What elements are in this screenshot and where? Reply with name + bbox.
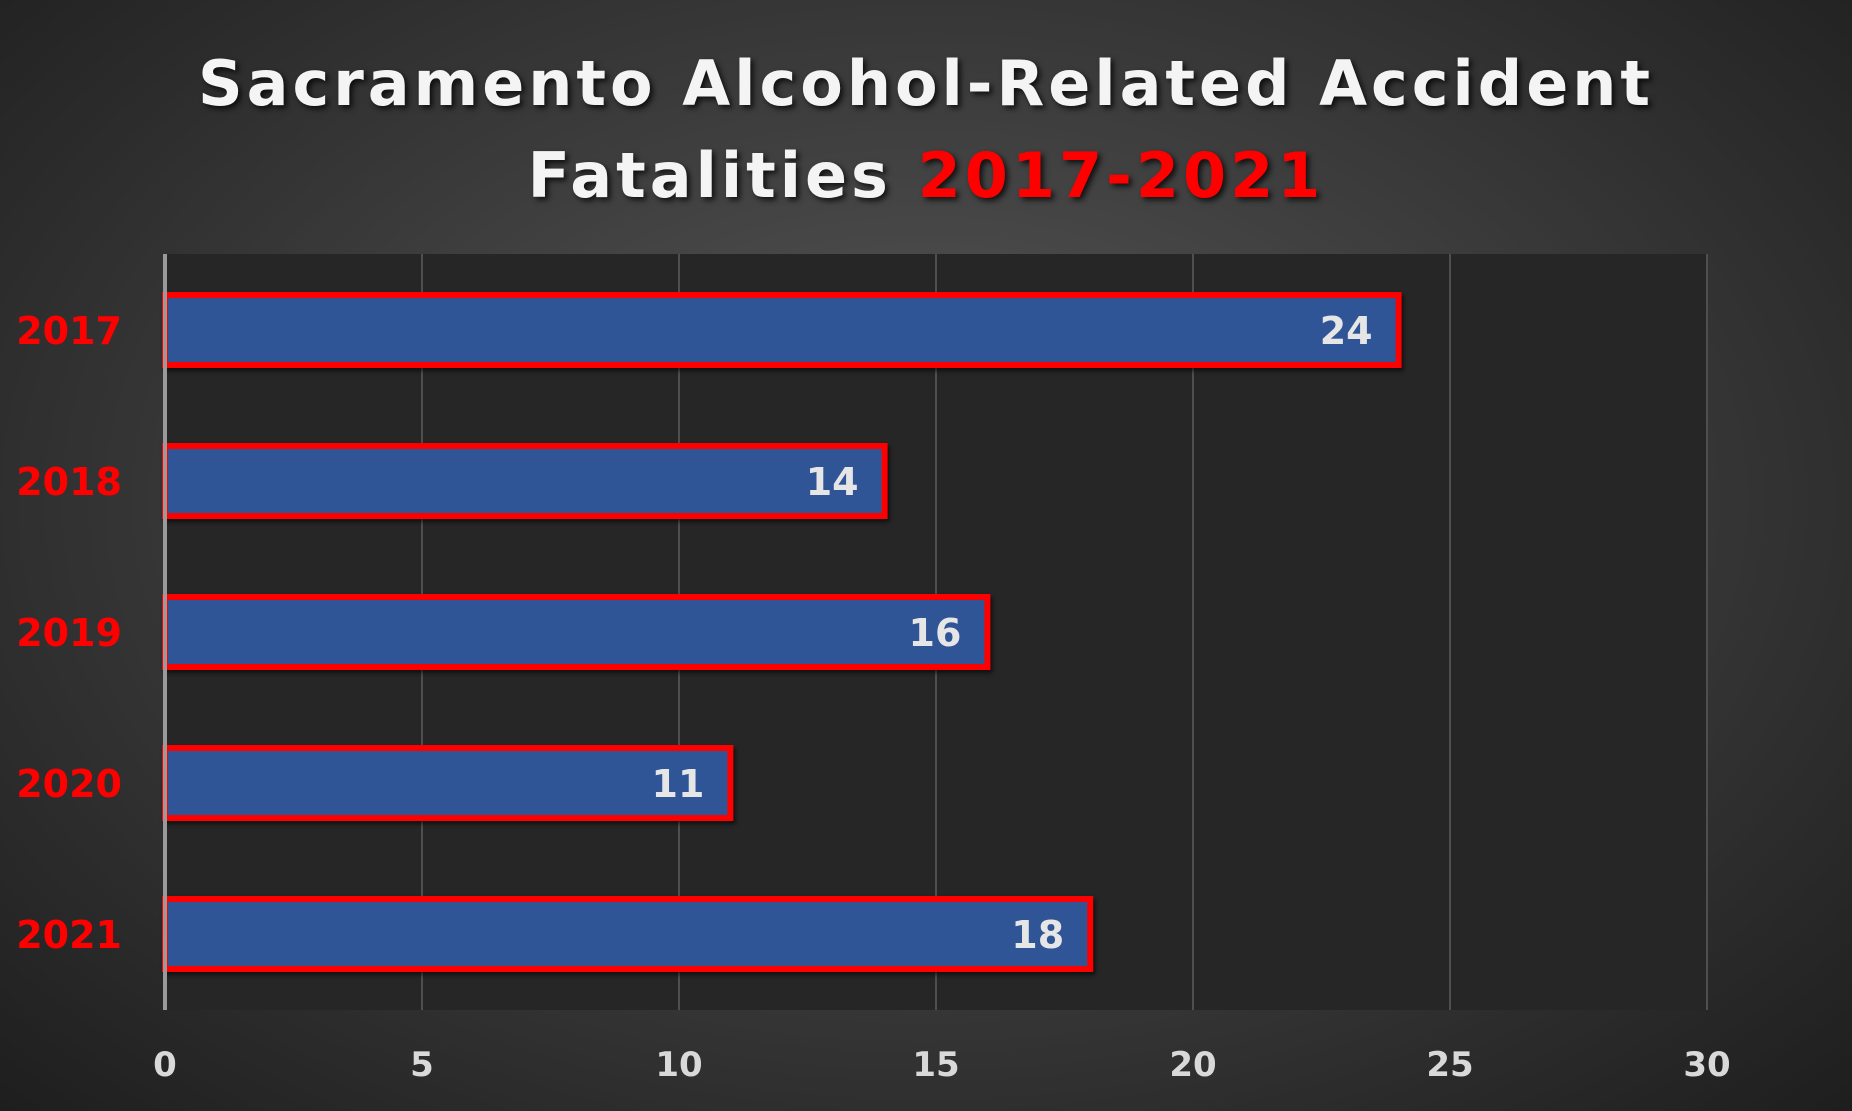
x-tick-label: 5	[410, 1045, 434, 1085]
x-tick-label: 0	[153, 1045, 177, 1085]
data-label-2019: 16	[909, 611, 962, 655]
category-label-2017: 2017	[16, 309, 122, 353]
x-tick-label: 20	[1169, 1045, 1216, 1085]
category-label-2021: 2021	[16, 913, 122, 957]
data-label-2020: 11	[652, 762, 705, 806]
x-tick-label: 15	[912, 1045, 959, 1085]
x-tick-label: 30	[1683, 1045, 1730, 1085]
x-tick-label: 10	[655, 1045, 702, 1085]
data-label-2017: 24	[1320, 309, 1373, 353]
category-label-2020: 2020	[16, 762, 122, 806]
data-label-2018: 14	[806, 460, 859, 504]
bar-2017	[162, 292, 1402, 368]
x-tick-label: 25	[1426, 1045, 1473, 1085]
category-label-2018: 2018	[16, 460, 122, 504]
bar-2019	[162, 594, 991, 670]
bar-2021	[162, 896, 1094, 972]
bar-2020	[162, 745, 734, 821]
title-line-1: Sacramento Alcohol-Related Accident	[197, 47, 1655, 120]
data-label-2021: 18	[1011, 913, 1064, 957]
bar-2018	[162, 443, 888, 519]
bars	[162, 292, 1402, 972]
chart-title: Sacramento Alcohol-Related Accident Fata…	[0, 38, 1852, 222]
labels: 24 2017 14 2018 16 2019 11 2020 18 2021 0 5 10 15 20 25…	[16, 309, 1730, 1085]
title-line-2-text: Fatalities	[527, 139, 892, 212]
title-line-2: Fatalities 2017-2021	[0, 130, 1852, 222]
title-highlight-years: 2017-2021	[917, 139, 1325, 212]
category-label-2019: 2019	[16, 611, 122, 655]
